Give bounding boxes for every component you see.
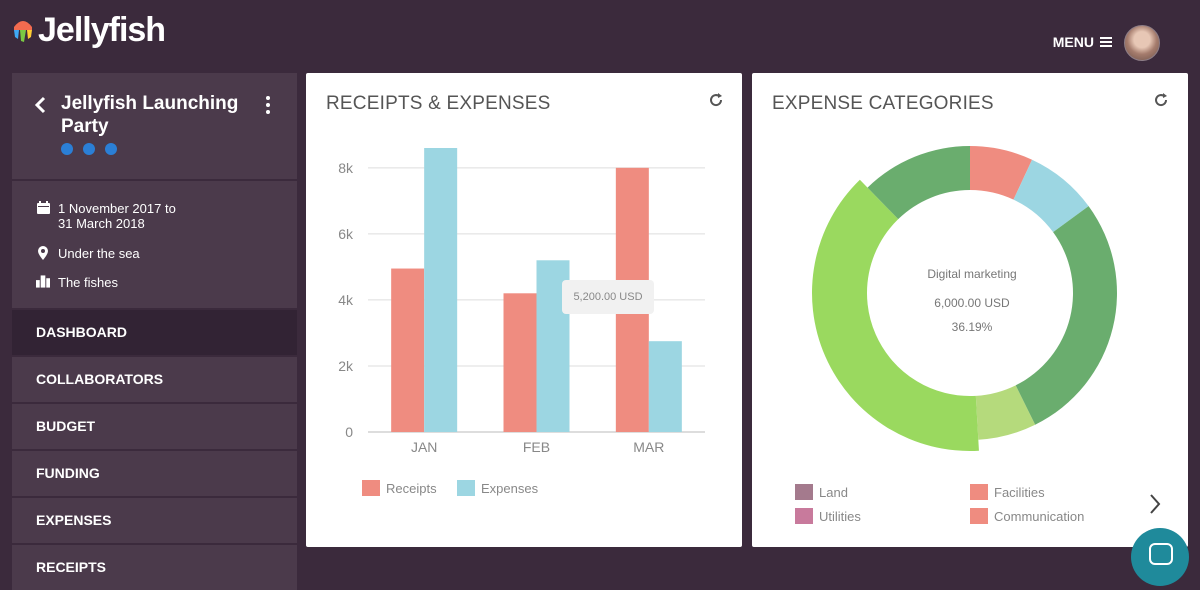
project-date-start: 1 November 2017 to bbox=[58, 201, 176, 216]
bar-expenses-jan bbox=[424, 148, 458, 432]
y-tick-label: 2k bbox=[338, 358, 354, 374]
legend-utilities-label: Utilities bbox=[819, 508, 861, 524]
project-info: 1 November 2017 to 31 March 2018 Under t… bbox=[12, 181, 297, 308]
bar-receipts-jan bbox=[391, 268, 425, 432]
donut-center-label: Digital marketing bbox=[927, 267, 1017, 281]
legend-utilities[interactable]: Utilities bbox=[795, 508, 861, 524]
bar-expenses-mar bbox=[648, 341, 682, 432]
nav-item-budget[interactable]: BUDGET bbox=[12, 404, 297, 449]
logo-text: Jellyfish bbox=[38, 10, 166, 49]
communication-swatch bbox=[970, 508, 988, 524]
sidebar: Jellyfish Launching Party 1 November 201… bbox=[12, 73, 297, 590]
chat-icon bbox=[1149, 543, 1173, 565]
facilities-swatch bbox=[970, 484, 988, 500]
nav-item-collaborators[interactable]: COLLABORATORS bbox=[12, 357, 297, 402]
project-organization: The fishes bbox=[58, 275, 118, 290]
legend-next-arrow-icon[interactable] bbox=[1149, 491, 1161, 522]
donut-slice-2 bbox=[1015, 206, 1117, 425]
nav-item-funding[interactable]: FUNDING bbox=[12, 451, 297, 496]
bar-chart: 0 2k 4k 6k 8k JAN FEB MAR bbox=[338, 148, 705, 455]
donut-center-percent: 36.19% bbox=[951, 320, 993, 334]
back-arrow-icon[interactable] bbox=[34, 94, 46, 120]
building-icon bbox=[36, 275, 50, 290]
land-swatch bbox=[795, 484, 813, 500]
y-tick-label: 4k bbox=[338, 292, 354, 308]
sidebar-nav: DASHBOARD COLLABORATORS BUDGET FUNDING E… bbox=[12, 310, 297, 590]
legend-land-label: Land bbox=[819, 484, 848, 500]
legend-communication[interactable]: Communication bbox=[970, 508, 1084, 524]
y-tick-label: 6k bbox=[338, 226, 354, 242]
card-title: EXPENSE CATEGORIES bbox=[772, 93, 994, 114]
app-logo[interactable]: Jellyfish bbox=[12, 10, 166, 50]
donut-chart bbox=[812, 146, 1117, 451]
donut-slice-1 bbox=[1013, 159, 1089, 233]
jellyfish-logo-icon bbox=[12, 17, 34, 43]
nav-item-receipts[interactable]: RECEIPTS bbox=[12, 545, 297, 590]
receipts-expenses-card: RECEIPTS & EXPENSES 0 2k 4k 6k 8k JAN FEB MAR 5… bbox=[306, 73, 742, 547]
x-tick-label: JAN bbox=[411, 439, 437, 455]
project-header: Jellyfish Launching Party bbox=[12, 73, 297, 179]
donut-slice-4 bbox=[812, 179, 979, 451]
expense-categories-card: EXPENSE CATEGORIES Digital marketing 6,0… bbox=[752, 73, 1188, 547]
x-tick-label: FEB bbox=[523, 439, 550, 455]
legend-receipts[interactable]: Receipts bbox=[362, 480, 437, 496]
legend-expenses[interactable]: Expenses bbox=[457, 480, 538, 496]
project-title: Jellyfish Launching Party bbox=[61, 93, 239, 137]
location-pin-icon bbox=[36, 246, 50, 261]
x-tick-label: MAR bbox=[633, 439, 664, 455]
legend-expenses-label: Expenses bbox=[481, 480, 539, 496]
legend-facilities-label: Facilities bbox=[994, 484, 1045, 500]
menu-label: MENU bbox=[1052, 34, 1094, 50]
refresh-icon[interactable] bbox=[1152, 91, 1170, 109]
y-tick-label: 0 bbox=[345, 424, 353, 440]
donut-slice-5 bbox=[867, 146, 970, 220]
donut-center-value: 6,000.00 USD bbox=[934, 296, 1010, 310]
y-tick-label: 8k bbox=[338, 160, 354, 176]
donut-slice-3 bbox=[975, 385, 1036, 440]
donut-slice-0 bbox=[970, 146, 1033, 200]
user-avatar[interactable] bbox=[1124, 25, 1160, 61]
nav-item-dashboard[interactable]: DASHBOARD bbox=[12, 310, 297, 355]
menu-button[interactable]: MENU bbox=[1053, 34, 1112, 50]
legend-land[interactable]: Land bbox=[795, 484, 848, 500]
project-status-dots bbox=[61, 143, 117, 155]
nav-item-expenses[interactable]: EXPENSES bbox=[12, 498, 297, 543]
legend-receipts-label: Receipts bbox=[386, 480, 437, 496]
hamburger-icon bbox=[1100, 37, 1112, 47]
project-date-end: 31 March 2018 bbox=[58, 216, 145, 231]
project-location: Under the sea bbox=[58, 246, 140, 261]
refresh-icon[interactable] bbox=[707, 91, 725, 109]
calendar-icon bbox=[36, 201, 50, 231]
expenses-swatch bbox=[457, 480, 475, 496]
legend-facilities[interactable]: Facilities bbox=[970, 484, 1045, 500]
legend-communication-label: Communication bbox=[994, 508, 1085, 524]
utilities-swatch bbox=[795, 508, 813, 524]
card-title: RECEIPTS & EXPENSES bbox=[326, 93, 551, 114]
chart-tooltip: 5,200.00 USD bbox=[562, 280, 654, 314]
more-options-icon[interactable] bbox=[266, 96, 270, 117]
receipts-swatch bbox=[362, 480, 380, 496]
bar-receipts-feb bbox=[503, 293, 537, 432]
chat-launcher-button[interactable] bbox=[1131, 528, 1189, 586]
